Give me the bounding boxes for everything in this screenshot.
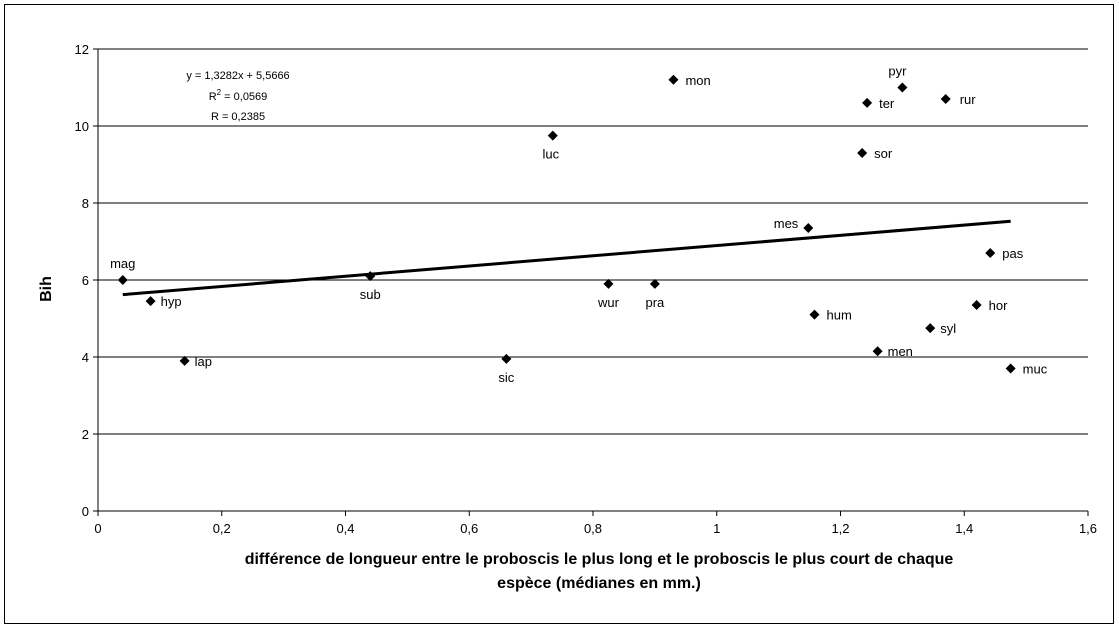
data-point-wur — [603, 278, 614, 289]
y-tick-label: 12 — [75, 42, 89, 57]
x-tick-label: 1 — [713, 521, 720, 536]
point-label-mag: mag — [110, 256, 135, 271]
y-tick-label: 8 — [82, 196, 89, 211]
point-label-lap: lap — [195, 354, 212, 369]
y-tick-label: 10 — [75, 119, 89, 134]
r-squared-text: R2 = 0,0569 — [209, 88, 268, 103]
data-point-lap — [179, 355, 190, 366]
equation-text: y = 1,3282x + 5,5666 — [186, 70, 289, 82]
point-label-men: men — [888, 344, 913, 359]
data-points: mag hyp lap sub sic luc wur pra mon mes hum sor ter m… — [110, 64, 1048, 385]
y-tick-label: 4 — [82, 350, 89, 365]
data-point-sor — [857, 147, 868, 158]
point-label-rur: rur — [960, 92, 977, 107]
data-point-men — [872, 346, 883, 357]
data-point-hyp — [145, 296, 156, 307]
data-point-ter — [862, 97, 873, 108]
r-text: R = 0,2385 — [211, 111, 265, 123]
point-label-sub: sub — [360, 287, 381, 302]
point-label-ter: ter — [879, 96, 895, 111]
data-point-sic — [501, 353, 512, 364]
data-point-muc — [1005, 363, 1016, 374]
point-label-mon: mon — [685, 73, 710, 88]
data-point-syl — [925, 323, 936, 334]
y-tick-label: 6 — [82, 273, 89, 288]
scatter-chart: 0 2 4 6 8 10 12 0 0,2 0,4 0,6 0,8 1 1,2 1,4 1,6 mag hyp l… — [38, 42, 1098, 592]
point-label-pra: pra — [645, 295, 665, 310]
point-label-luc: luc — [542, 147, 559, 162]
point-label-hor: hor — [989, 298, 1008, 313]
point-label-wur: wur — [597, 295, 620, 310]
x-tick-label: 0 — [94, 521, 101, 536]
point-label-sor: sor — [874, 146, 893, 161]
x-tick-label: 0,4 — [336, 521, 354, 536]
data-point-pas — [985, 248, 996, 259]
x-tick-label: 1,4 — [955, 521, 973, 536]
y-axis-title: Bih — [38, 276, 55, 302]
trendline-layer — [122, 219, 1011, 297]
data-point-luc — [547, 130, 558, 141]
x-tick-label: 0,2 — [213, 521, 231, 536]
chart-frame: 0 2 4 6 8 10 12 0 0,2 0,4 0,6 0,8 1 1,2 1,4 1,6 mag hyp l… — [4, 4, 1114, 624]
point-label-mes: mes — [774, 216, 799, 231]
x-tick-label: 0,8 — [584, 521, 602, 536]
regression-annotation: y = 1,3282x + 5,5666 R2 = 0,0569 R = 0,2… — [186, 70, 289, 123]
point-label-hyp: hyp — [161, 294, 182, 309]
x-axis-title-line-2: espèce (médianes en mm.) — [497, 575, 701, 592]
x-axis-title-line-1: différence de longueur entre le probosci… — [245, 551, 954, 568]
tick-labels: 0 2 4 6 8 10 12 0 0,2 0,4 0,6 0,8 1 1,2 1,4 1,6 — [75, 42, 1098, 536]
point-label-sic: sic — [498, 370, 514, 385]
data-point-mag — [117, 275, 128, 285]
x-tick-label: 1,6 — [1079, 521, 1097, 536]
data-point-mon — [668, 74, 679, 85]
point-label-muc: muc — [1023, 362, 1048, 377]
x-tick-label: 1,2 — [831, 521, 849, 536]
data-point-pyr — [897, 82, 908, 93]
data-point-rur — [940, 94, 951, 105]
data-point-hum — [809, 309, 820, 320]
point-label-pyr: pyr — [888, 64, 907, 79]
data-point-mes — [803, 223, 814, 234]
data-point-hor — [971, 300, 982, 311]
y-tick-label: 0 — [82, 504, 89, 519]
axes — [93, 48, 1089, 516]
point-label-syl: syl — [940, 321, 956, 336]
x-tick-label: 0,6 — [460, 521, 478, 536]
data-point-sub — [365, 271, 376, 282]
trendline — [122, 219, 1011, 297]
grid-lines — [98, 48, 1088, 435]
data-point-pra — [649, 278, 660, 289]
y-tick-label: 2 — [82, 427, 89, 442]
point-label-hum: hum — [827, 308, 852, 323]
point-label-pas: pas — [1002, 246, 1023, 261]
